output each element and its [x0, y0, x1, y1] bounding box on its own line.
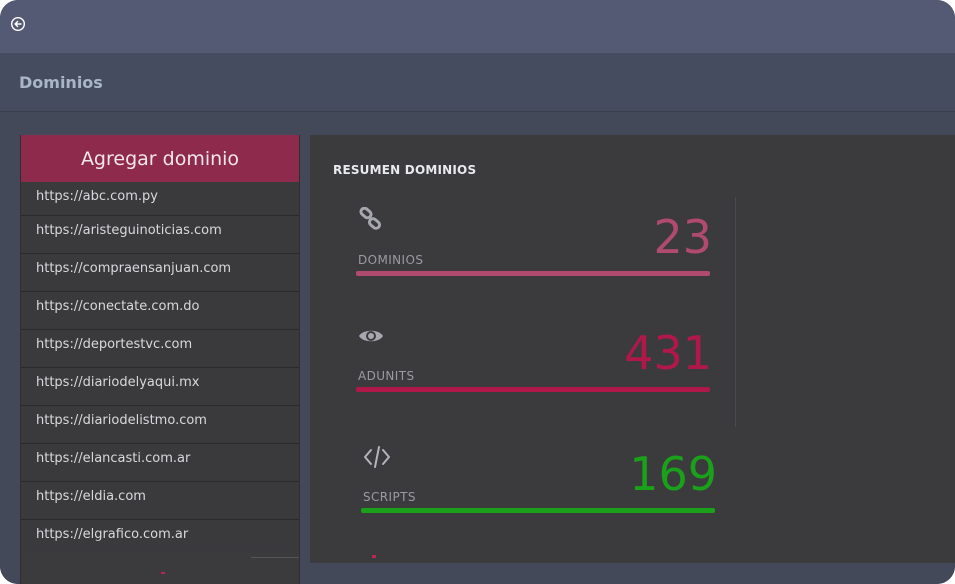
code-icon [363, 444, 390, 470]
stat-card-adunits: ADUNITS 431 [356, 313, 712, 403]
page-title: Dominios [19, 73, 103, 92]
domain-list-item[interactable]: https://conectate.com.do [21, 292, 299, 330]
stat-bar [356, 271, 710, 276]
accent-mark [161, 572, 165, 574]
stat-bar [361, 508, 715, 513]
stat-label: ADUNITS [358, 369, 415, 383]
stat-bar [356, 387, 710, 392]
link-icon [358, 206, 384, 233]
domain-list-item[interactable]: https://elancasti.com.ar [21, 444, 299, 482]
add-domain-button[interactable]: Agregar dominio [21, 135, 299, 182]
divider [251, 557, 299, 558]
domain-list-item[interactable]: https://diariodelistmo.com [21, 406, 299, 444]
summary-title: RESUMEN DOMINIOS [333, 163, 477, 177]
stat-value: 431 [624, 326, 712, 380]
domain-list-item[interactable]: https://compraensanjuan.com [21, 254, 299, 292]
stat-value: 169 [629, 447, 717, 501]
vertical-divider [735, 197, 736, 427]
top-bar [0, 0, 955, 53]
domain-list-item[interactable]: https://eldia.com [21, 482, 299, 520]
domain-sidebar: Agregar dominio https://abc.com.py https… [20, 135, 300, 584]
stat-label: SCRIPTS [363, 490, 416, 504]
stat-card-scripts: SCRIPTS 169 [361, 434, 717, 524]
stat-card-domains: DOMINIOS 23 [356, 197, 712, 287]
stat-value: 23 [653, 210, 712, 264]
domain-list: https://abc.com.py https://aristeguinoti… [21, 182, 299, 558]
eye-icon [358, 323, 384, 349]
page-header: Dominios [0, 53, 955, 112]
domain-list-item[interactable]: https://diariodelyaqui.mx [21, 368, 299, 406]
circle-arrow-left-icon[interactable] [10, 16, 26, 32]
accent-mark [372, 555, 376, 558]
domain-list-item[interactable]: https://deportestvc.com [21, 330, 299, 368]
domain-list-item[interactable]: https://aristeguinoticias.com [21, 216, 299, 254]
domain-list-item[interactable]: https://abc.com.py [21, 182, 299, 216]
list-overflow-fade [21, 540, 299, 584]
stat-label: DOMINIOS [358, 253, 424, 267]
summary-panel: RESUMEN DOMINIOS DOMINIOS 23 [310, 135, 955, 563]
